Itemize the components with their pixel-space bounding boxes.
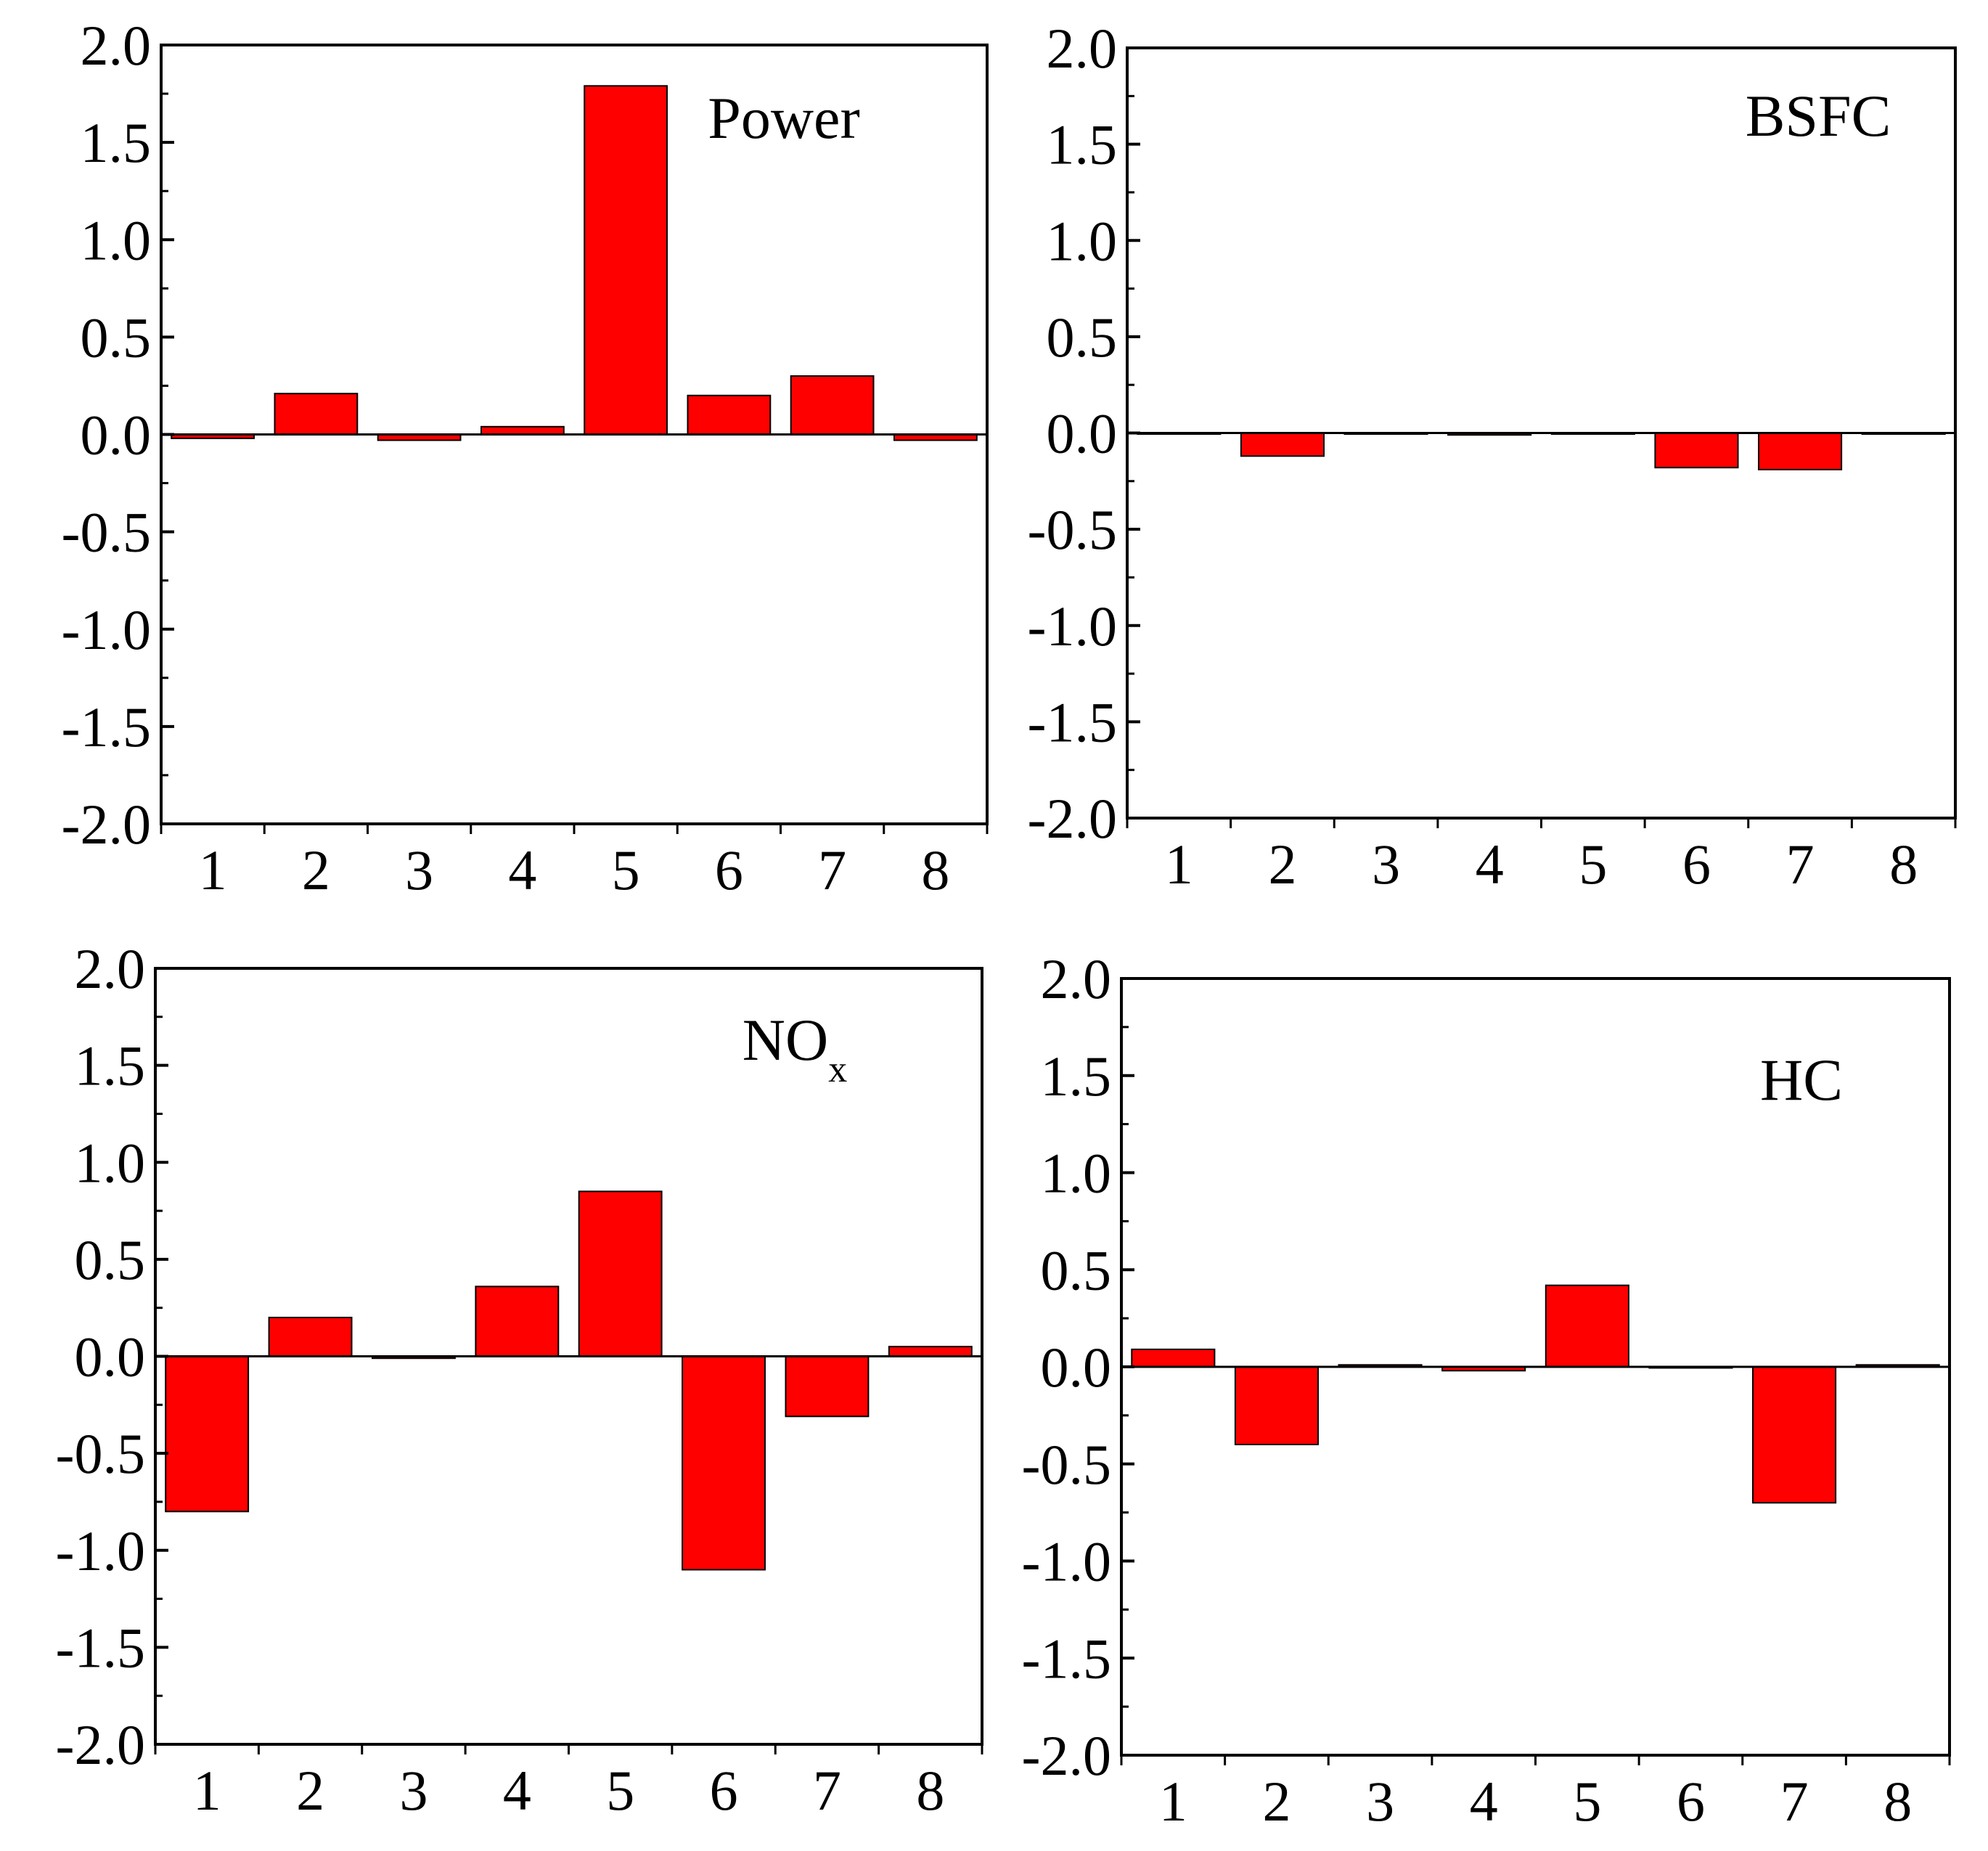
bar-7 — [1758, 432, 1843, 470]
x-tick-label: 8 — [1883, 1770, 1912, 1833]
x-tick-label: 6 — [715, 838, 743, 902]
x-tick-label: 2 — [302, 838, 330, 902]
x-tick-label: 3 — [1372, 833, 1400, 896]
bar-1 — [165, 1355, 250, 1513]
x-tick-label: 6 — [710, 1759, 738, 1822]
bar-4 — [475, 1286, 560, 1357]
panel-title: Power — [708, 85, 860, 151]
chart-panel-3: 2.0 1.5 1.0 0.5 0.0 -0.5 -1.0 -1.5 -2.0 1 2 3 4 5 6 7 8 N… — [56, 937, 983, 1822]
x-tick-label: 3 — [399, 1759, 428, 1822]
bar-5 — [584, 85, 668, 436]
y-tick-label: -2.0 — [56, 1713, 145, 1776]
x-tick-label: 1 — [193, 1759, 221, 1822]
x-tick-label: 1 — [1159, 1770, 1187, 1833]
bar-2 — [1234, 1366, 1320, 1445]
y-tick-label: 1.5 — [75, 1034, 146, 1098]
y-tick-label: -2.0 — [1028, 787, 1117, 850]
y-tick-label: -1.5 — [1022, 1627, 1111, 1690]
x-tick-label: 4 — [1470, 1770, 1498, 1833]
bar-2 — [1240, 432, 1325, 457]
y-tick-label: 1.0 — [1041, 1142, 1112, 1205]
x-tick-label: 4 — [1476, 833, 1504, 896]
y-tick-label: -0.5 — [1028, 498, 1117, 561]
y-tick-label: -0.5 — [1022, 1433, 1111, 1496]
y-tick-label: 0.5 — [75, 1228, 146, 1291]
x-tick-label: 2 — [1262, 1770, 1290, 1833]
x-tick-label: 7 — [1780, 1770, 1809, 1833]
y-tick-label: 0.0 — [81, 404, 152, 467]
y-tick-label: -1.0 — [1028, 594, 1117, 658]
y-tick-label: -1.0 — [62, 598, 151, 661]
y-tick-label: 2.0 — [1041, 947, 1112, 1010]
x-tick-label: 7 — [1786, 833, 1815, 896]
panel-title: NOx — [743, 1007, 847, 1090]
y-tick-label: 1.0 — [81, 208, 152, 271]
y-tick-label: -1.5 — [1028, 690, 1117, 753]
bar-5 — [1545, 1284, 1629, 1368]
y-tick-label: 0.0 — [75, 1325, 146, 1389]
y-tick-label: -0.5 — [56, 1422, 145, 1485]
y-tick-label: 0.5 — [81, 306, 152, 369]
panel-title: HC — [1760, 1047, 1843, 1113]
y-tick-label: 0.0 — [1041, 1336, 1112, 1399]
x-tick-label: 8 — [1889, 833, 1918, 896]
bar-4 — [480, 425, 565, 436]
bar-8 — [888, 1346, 973, 1357]
y-tick-label: 0.5 — [1041, 1238, 1112, 1302]
y-tick-label: 2.0 — [81, 14, 152, 77]
y-tick-label: -2.0 — [62, 793, 151, 856]
x-tick-label: 5 — [606, 1759, 634, 1822]
bar-6 — [682, 1355, 766, 1571]
y-tick-label: 1.5 — [81, 111, 152, 174]
panel-title-subscript: x — [828, 1049, 847, 1090]
x-tick-label: 3 — [1366, 1770, 1394, 1833]
bar-6 — [687, 394, 772, 436]
bar-6 — [1654, 432, 1739, 469]
x-tick-label: 6 — [1682, 833, 1711, 896]
bar-7 — [785, 1355, 870, 1418]
y-tick-label: 2.0 — [1047, 17, 1118, 80]
bar-5 — [578, 1190, 663, 1357]
chart-panel-4: 2.0 1.5 1.0 0.5 0.0 -0.5 -1.0 -1.5 -2.0 1 2 3 4 5 6 7 8 H… — [1022, 947, 1951, 1833]
x-tick-label: 7 — [818, 838, 846, 902]
x-tick-label: 3 — [405, 838, 433, 902]
x-tick-label: 2 — [1268, 833, 1296, 896]
y-tick-label: 0.0 — [1047, 402, 1118, 465]
y-tick-label: 2.0 — [75, 937, 146, 1000]
chart-panel-2: 2.0 1.5 1.0 0.5 0.0 -0.5 -1.0 -1.5 -2.0 1 2 3 4 5 6 7 8 B… — [1028, 17, 1957, 896]
y-tick-label: -2.0 — [1022, 1724, 1111, 1787]
x-tick-label: 5 — [612, 838, 640, 902]
x-tick-label: 1 — [1165, 833, 1193, 896]
bar-2 — [268, 1317, 353, 1357]
chart-panel-1: 2.0 1.5 1.0 0.5 0.0 -0.5 -1.0 -1.5 -2.0 1 2 3 4 5 6 7 8 P… — [62, 14, 989, 902]
y-tick-label: 1.5 — [1041, 1045, 1112, 1108]
bar-1 — [1131, 1348, 1216, 1368]
x-tick-label: 5 — [1573, 1770, 1601, 1833]
y-tick-label: -1.0 — [1022, 1530, 1111, 1593]
y-tick-label: -1.5 — [62, 695, 151, 759]
x-tick-label: 4 — [503, 1759, 531, 1822]
x-tick-label: 7 — [813, 1759, 841, 1822]
x-tick-label: 2 — [296, 1759, 324, 1822]
y-tick-label: 0.5 — [1047, 306, 1118, 369]
y-tick-label: 1.0 — [75, 1131, 146, 1194]
panel-title: BSFC — [1746, 83, 1891, 149]
y-tick-label: -1.5 — [56, 1616, 145, 1679]
x-tick-label: 4 — [508, 838, 536, 902]
bar-2 — [274, 393, 359, 436]
x-tick-label: 8 — [921, 838, 949, 902]
bar-7 — [1752, 1366, 1837, 1504]
y-tick-label: 1.0 — [1047, 209, 1118, 272]
x-tick-label: 1 — [199, 838, 227, 902]
y-tick-label: -1.0 — [56, 1519, 145, 1582]
y-tick-label: -0.5 — [62, 501, 151, 564]
x-tick-label: 6 — [1677, 1770, 1705, 1833]
bar-7 — [790, 375, 875, 436]
y-tick-label: 1.5 — [1047, 113, 1118, 176]
x-tick-label: 8 — [916, 1759, 944, 1822]
x-tick-label: 5 — [1579, 833, 1607, 896]
